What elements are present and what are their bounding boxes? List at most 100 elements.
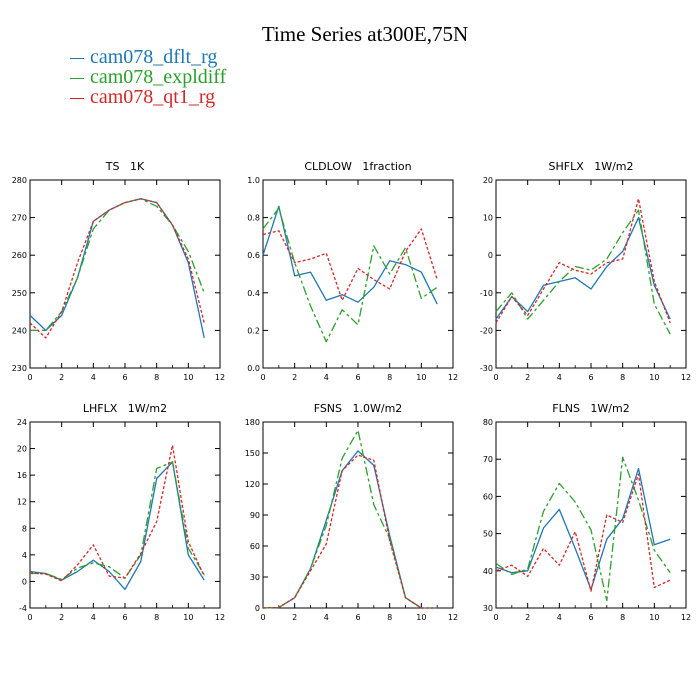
figure-title: Time Series at300E,75N [261, 22, 469, 46]
panel-title: FLNS 1W/m2 [552, 402, 629, 415]
x-tick-label: 10 [649, 613, 659, 622]
legend-label: cam078_dflt_rg [90, 46, 218, 68]
x-tick-label: 12 [681, 613, 691, 622]
series-line-cam078_expldiff [495, 209, 671, 335]
y-tick-label: -20 [480, 326, 493, 335]
panel-title: TS 1K [105, 160, 145, 173]
chart-panel-1: TS 1K 0 2 4 6 8 10 12 230 240 250 260 270 280 [12, 160, 225, 382]
y-tick-label: 80 [483, 418, 493, 427]
y-tick-label: 0.8 [247, 214, 260, 223]
y-tick-label: 50 [483, 530, 493, 539]
x-tick-label: 12 [448, 373, 458, 382]
x-tick-label: 6 [122, 373, 127, 382]
x-tick-label: 0 [493, 613, 498, 622]
y-tick-label: 20 [17, 445, 27, 454]
panel-title: LHFLX 1W/m2 [83, 402, 167, 415]
x-tick-label: 10 [183, 373, 193, 382]
y-tick-label: 70 [483, 455, 493, 464]
y-tick-label: 30 [483, 604, 493, 613]
series-line-cam078_qt1_rg [495, 198, 671, 324]
y-tick-label: 0 [488, 251, 493, 260]
x-tick-label: 8 [387, 613, 392, 622]
y-tick-label: 1.0 [247, 176, 260, 185]
y-tick-label: 280 [12, 176, 27, 185]
y-tick-label: 4 [22, 551, 27, 560]
x-tick-label: 4 [557, 613, 562, 622]
x-tick-label: 0 [493, 373, 498, 382]
y-tick-label: 24 [17, 418, 27, 427]
legend-line-icon [70, 57, 84, 59]
x-tick-label: 8 [620, 613, 625, 622]
x-tick-label: 8 [387, 373, 392, 382]
plot-frame [29, 421, 221, 609]
series-line-cam078_expldiff [495, 456, 671, 602]
x-tick-label: 0 [260, 613, 265, 622]
x-tick-label: 6 [355, 373, 360, 382]
x-tick-label: 6 [588, 613, 593, 622]
y-tick-label: 150 [245, 449, 260, 458]
y-tick-label: 0 [255, 604, 260, 613]
y-tick-label: -10 [480, 289, 493, 298]
x-tick-label: 10 [649, 373, 659, 382]
series-line-cam078_qt1_rg [262, 454, 438, 609]
x-tick-label: 10 [416, 613, 426, 622]
y-tick-label: 270 [12, 214, 27, 223]
series-line-cam078_qt1_rg [495, 473, 671, 592]
y-tick-label: 12 [17, 498, 27, 507]
y-tick-label: 90 [250, 511, 260, 520]
series-line-cam078_qt1_rg [29, 198, 205, 339]
y-tick-label: 60 [250, 542, 260, 551]
x-tick-label: 4 [557, 373, 562, 382]
x-tick-label: 4 [91, 373, 96, 382]
x-tick-label: 2 [59, 373, 64, 382]
series-line-cam078_dflt_rg [29, 198, 205, 339]
x-tick-label: 10 [183, 613, 193, 622]
y-tick-label: 60 [483, 492, 493, 501]
x-tick-label: 4 [324, 373, 329, 382]
series-line-cam078_dflt_rg [495, 467, 671, 591]
x-tick-label: 2 [525, 613, 530, 622]
series-line-cam078_expldiff [30, 198, 205, 332]
panel-title: SHFLX 1W/m2 [548, 160, 633, 173]
series-line-cam078_dflt_rg [262, 450, 438, 609]
x-tick-label: 2 [525, 373, 530, 382]
x-tick-label: 0 [260, 373, 265, 382]
y-tick-label: -30 [480, 364, 493, 373]
x-tick-label: 2 [292, 373, 297, 382]
series-line-cam078_dflt_rg [262, 205, 438, 305]
y-tick-label: 16 [17, 471, 27, 480]
legend-label: cam078_expldiff [90, 66, 227, 88]
legend-entry-qt1: cam078_qt1_rg [70, 86, 215, 108]
x-tick-label: 8 [620, 373, 625, 382]
y-tick-label: 0.6 [247, 251, 260, 260]
plot-frame [262, 421, 454, 609]
x-tick-label: 6 [355, 613, 360, 622]
y-tick-label: 250 [12, 289, 27, 298]
x-tick-label: 12 [215, 373, 225, 382]
y-tick-label: 40 [483, 567, 493, 576]
series-line-cam078_qt1_rg [262, 228, 438, 301]
chart-panel-3: SHFLX 1W/m2 0 2 4 6 8 10 12 -30 -20 -10 0 10 20 [480, 160, 691, 382]
x-tick-label: 4 [324, 613, 329, 622]
x-tick-label: 8 [154, 373, 159, 382]
series-line-cam078_qt1_rg [29, 444, 205, 582]
y-tick-label: -4 [19, 604, 27, 613]
chart-panel-6: FLNS 1W/m2 0 2 4 6 8 10 12 30 40 50 60 70 80 [483, 402, 691, 622]
plot-frame [262, 179, 454, 369]
legend-label: cam078_qt1_rg [90, 86, 216, 108]
legend-entry-expldiff: cam078_expldiff [70, 66, 226, 88]
x-tick-label: 12 [448, 613, 458, 622]
y-tick-label: 30 [250, 573, 260, 582]
x-tick-label: 2 [59, 613, 64, 622]
panel-title: CLDLOW 1fraction [304, 160, 411, 173]
y-tick-label: 180 [245, 418, 260, 427]
y-tick-label: 230 [12, 364, 27, 373]
y-tick-label: 0.0 [247, 364, 260, 373]
y-tick-label: 0.2 [247, 326, 260, 335]
chart-panel-2: CLDLOW 1fraction 0 2 4 6 8 10 12 0.0 0.2 0.4 0.6 0.8… [247, 160, 458, 382]
series-line-cam078_expldiff [262, 429, 438, 609]
panel-title: FSNS 1.0W/m2 [314, 402, 403, 415]
series-line-cam078_expldiff [262, 207, 438, 343]
